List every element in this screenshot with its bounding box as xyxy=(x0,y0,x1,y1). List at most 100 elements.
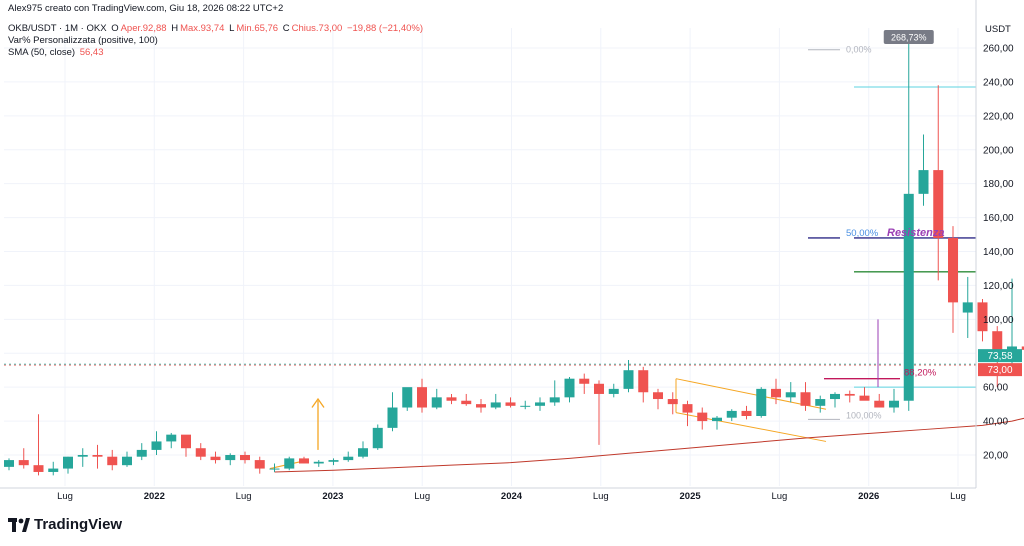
candle xyxy=(623,360,634,393)
candle xyxy=(653,388,663,410)
x-tick-label: 2023 xyxy=(322,491,343,502)
candle xyxy=(284,456,295,471)
candle xyxy=(63,456,73,474)
candle-body xyxy=(122,456,132,466)
tradingview-logo-icon xyxy=(8,517,30,532)
candle-body xyxy=(299,458,309,464)
x-tick-label: Lug xyxy=(950,491,966,502)
candle xyxy=(1021,346,1024,350)
candle-body xyxy=(151,441,162,450)
candle xyxy=(977,298,988,342)
price-tag-down-bg xyxy=(978,363,1022,377)
candle-body xyxy=(697,412,708,422)
candle xyxy=(579,373,590,394)
candle-body xyxy=(741,410,752,416)
y-tick-label: 240,00 xyxy=(983,77,1014,88)
candle-body xyxy=(225,455,236,461)
candle-body xyxy=(756,388,767,416)
candle xyxy=(564,376,575,403)
chart-grid xyxy=(4,28,976,486)
y-tick-label: 60,00 xyxy=(983,383,1008,394)
candle-body xyxy=(358,448,368,457)
candle xyxy=(417,378,427,413)
y-tick-label: 120,00 xyxy=(983,281,1014,292)
y-tick-label: 20,00 xyxy=(983,451,1008,462)
candle xyxy=(682,400,693,427)
candle xyxy=(844,390,855,403)
candle-body xyxy=(889,400,899,408)
candle-body xyxy=(623,370,634,389)
x-tick-label: Lug xyxy=(236,491,252,502)
candle-body xyxy=(830,393,840,400)
candle xyxy=(328,458,339,466)
x-tick-label: 2026 xyxy=(858,491,879,502)
sma-line xyxy=(274,417,1024,473)
candle xyxy=(889,388,899,413)
candle-body xyxy=(195,448,206,457)
y-tick-label: 260,00 xyxy=(983,44,1014,55)
candle-body xyxy=(874,400,885,408)
candle-body xyxy=(535,402,545,406)
candle-body xyxy=(431,397,442,408)
candle xyxy=(638,366,649,403)
candle xyxy=(122,451,132,467)
candle-body xyxy=(490,402,501,408)
candle-body xyxy=(962,302,973,313)
candle-body xyxy=(564,378,575,398)
candle xyxy=(402,387,413,411)
resistance-label: Resistenza xyxy=(887,227,944,239)
indicator-percent-label[interactable]: Var% Personalizzata (positive, 100) xyxy=(8,35,158,46)
candle xyxy=(461,393,472,406)
y-tick-label: 220,00 xyxy=(983,111,1014,122)
candle xyxy=(815,395,826,413)
level-88-label: 88,20% xyxy=(904,367,937,378)
candle-body xyxy=(240,455,250,461)
candle-body xyxy=(903,193,914,401)
low-value: Min.65,76 xyxy=(236,23,279,34)
y-tick-label: 160,00 xyxy=(983,213,1014,224)
candle-body xyxy=(520,405,531,407)
candle-body xyxy=(18,460,29,466)
price-tag-up-bg xyxy=(978,349,1022,363)
candle xyxy=(608,383,619,398)
currency-label: USDT xyxy=(985,24,1011,35)
candle-body xyxy=(844,393,855,396)
symbol-ohlc-line: OKB/USDT · 1M · OKX O Aper.92,88 H Max.93,… xyxy=(8,23,424,34)
candle-body xyxy=(667,399,678,405)
candle xyxy=(667,392,678,415)
symbol-label: OKB/USDT · 1M · OKX xyxy=(8,23,107,34)
candle-body xyxy=(800,392,811,406)
candle-body xyxy=(372,427,383,449)
candle xyxy=(697,407,708,430)
y-tick-label: 180,00 xyxy=(983,179,1014,190)
time-axis[interactable]: Lug 2022 Lug 2023 Lug 2024 Lug 2025 Lug 2026 Lug xyxy=(0,487,976,502)
candle-body xyxy=(402,387,413,408)
candle-body xyxy=(446,397,457,401)
candle xyxy=(962,276,973,338)
indicator-sma-label[interactable]: SMA (50, close) 56,43 xyxy=(8,47,104,58)
candle xyxy=(136,443,147,461)
candle xyxy=(446,393,457,405)
candle-body xyxy=(343,456,354,461)
candle xyxy=(785,382,796,403)
candle xyxy=(549,380,560,406)
candle xyxy=(726,409,737,422)
candle-body xyxy=(48,468,59,472)
candle xyxy=(33,414,44,476)
candle-body xyxy=(948,237,958,303)
candle xyxy=(520,400,531,410)
candle-body xyxy=(815,399,826,406)
candle-body xyxy=(4,460,14,467)
y-tick-label: 100,00 xyxy=(983,315,1014,326)
y-tick-label: 200,00 xyxy=(983,145,1014,156)
close-value: Chius.73,00 xyxy=(291,23,343,34)
candle xyxy=(903,33,914,411)
sma-value: 56,43 xyxy=(79,47,104,58)
candle xyxy=(712,415,722,430)
candle xyxy=(151,431,162,455)
high-value: Max.93,74 xyxy=(180,23,225,34)
price-axis[interactable]: 20,0040,0060,0080,00100,00120,00140,0016… xyxy=(975,0,1014,488)
candle xyxy=(254,456,265,474)
candle xyxy=(18,448,29,469)
